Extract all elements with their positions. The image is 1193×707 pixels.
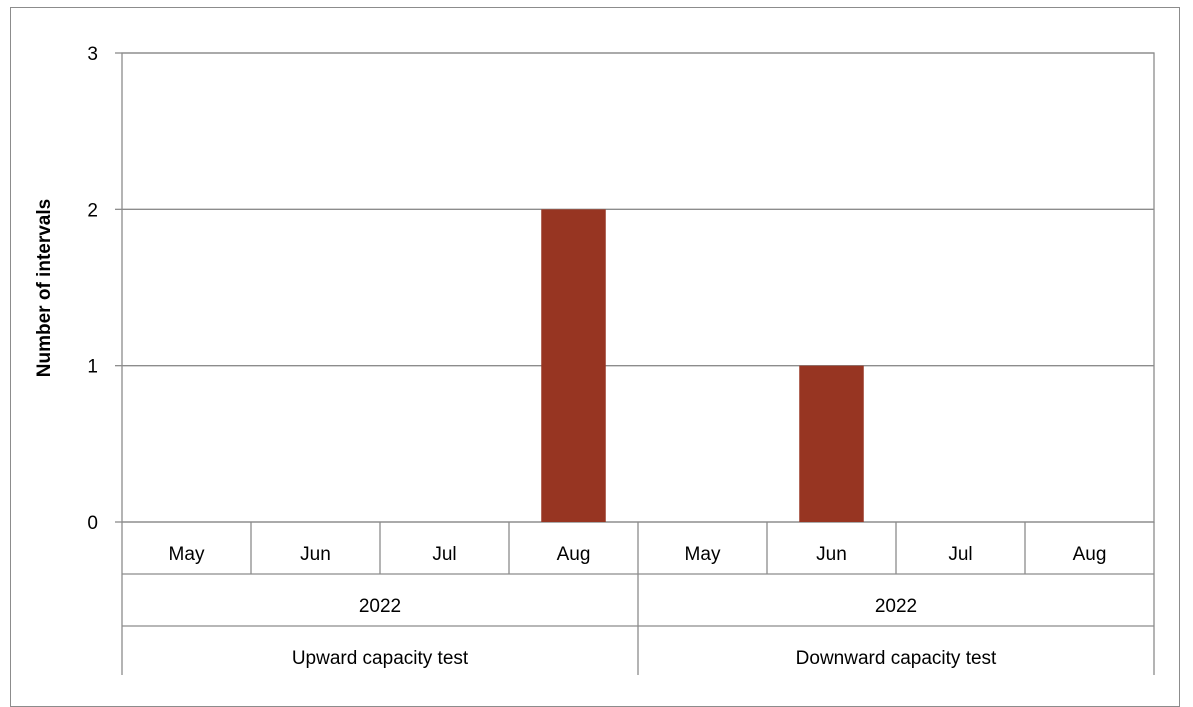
y-tick-label: 1	[87, 357, 98, 378]
axis-layer: 0 1 2 3 May Jun Jul Aug 2022 Upward capacity test…	[87, 44, 1155, 675]
x-category-label: Aug	[1073, 544, 1107, 565]
bar-layer	[541, 209, 864, 523]
y-axis-label: Number of intervals	[34, 199, 55, 377]
x-category-label: Aug	[557, 544, 591, 565]
x-category-label: May	[685, 544, 721, 565]
grid-layer	[121, 52, 1155, 523]
y-tick-label: 3	[87, 44, 98, 65]
bar-chart: 0 1 2 3 May Jun Jul Aug 2022 Upward capacity test…	[34, 44, 1155, 675]
y-tick-label: 2	[87, 200, 98, 221]
x-year-label: 2022	[875, 596, 917, 617]
bar	[541, 209, 606, 523]
x-category-label: May	[169, 544, 205, 565]
x-year-label: 2022	[359, 596, 401, 617]
x-category-label: Jul	[432, 544, 456, 565]
y-tick-label: 0	[87, 513, 98, 534]
bar	[799, 365, 864, 522]
x-group-label: Downward capacity test	[796, 648, 997, 669]
plot-area	[121, 52, 1155, 523]
x-category-label: Jul	[948, 544, 972, 565]
x-category-label: Jun	[300, 544, 331, 565]
x-group-label: Upward capacity test	[292, 648, 469, 669]
x-category-label: Jun	[816, 544, 847, 565]
